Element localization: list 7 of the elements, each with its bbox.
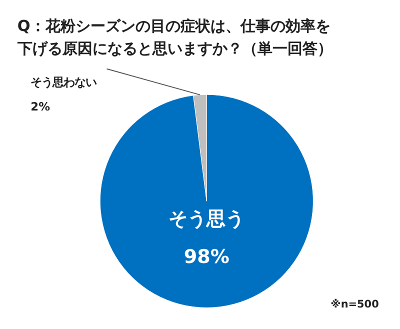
data-label: 2% [30, 100, 51, 114]
data-label: 98% [184, 246, 230, 268]
chart-title: Q：花粉シーズンの目の症状は、仕事の効率を下げる原因になると思いますか？（単一回答） [16, 16, 332, 58]
text: ※n=500 [330, 298, 379, 311]
slice-label: そう思う [168, 208, 245, 230]
pie-slice [100, 94, 314, 308]
slice-label: そう思わない [30, 75, 97, 90]
